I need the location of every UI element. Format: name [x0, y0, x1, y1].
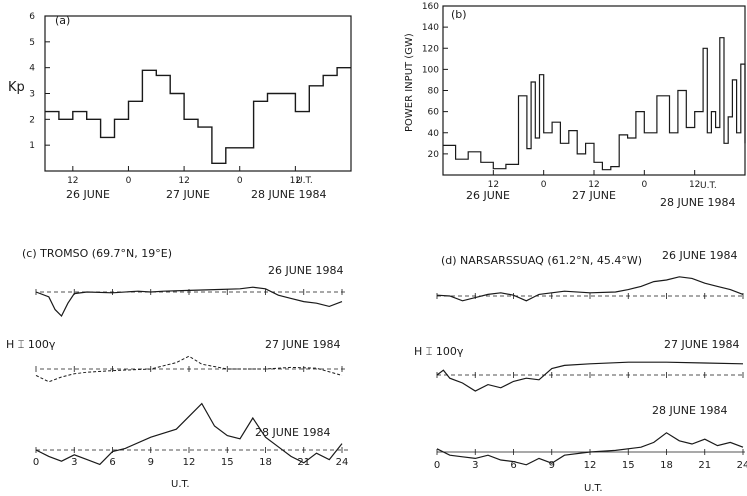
panel-a-date-27: 27 JUNE — [166, 188, 210, 201]
panel-d-xlabel: U.T. — [584, 483, 603, 494]
panel-b-xtick-label: 0 — [541, 180, 547, 190]
panel-d-xtick-label: 21 — [698, 460, 711, 471]
panel-c-xlabel: U.T. — [171, 479, 190, 490]
panel-a-y-ticks: 1 2 3 4 5 6 — [29, 12, 50, 151]
panel-b-xtick-label: 12 — [488, 180, 499, 190]
panel-c-trace-26 — [35, 286, 343, 318]
panel-c-xtick-label: 21 — [297, 457, 310, 468]
panel-c-trace-27 — [35, 355, 343, 383]
panel-b-ytick-label: 20 — [428, 150, 440, 160]
panel-d-date-28: 28 JUNE 1984 — [652, 404, 727, 417]
panel-b-x-ticks: 12 0 12 0 12 — [488, 170, 700, 190]
panel-d-xtick-label: 9 — [549, 460, 555, 471]
panel-a-label: (a) — [55, 14, 70, 27]
panel-c-xtick-label: 3 — [71, 457, 77, 468]
panel-a-ytick-label: 6 — [29, 12, 35, 22]
panel-d-xtick-label: 12 — [584, 460, 597, 471]
panel-d-trace-26 — [436, 276, 744, 302]
panel-d-xtick-label: 0 — [434, 460, 440, 471]
panel-c-xtick-label: 0 — [33, 457, 39, 468]
panel-b-power-step-line — [443, 37, 746, 171]
panel-b-ytick-label: 100 — [422, 65, 439, 75]
panel-d-date-26: 26 JUNE 1984 — [662, 249, 737, 262]
panel-b-date-28: 28 JUNE 1984 — [660, 196, 735, 209]
panel-c-xtick-label: 6 — [109, 457, 115, 468]
panel-b-ytick-label: 60 — [428, 108, 440, 118]
panel-c-date-27: 27 JUNE 1984 — [265, 338, 340, 351]
panel-d-date-27: 27 JUNE 1984 — [664, 338, 739, 351]
panel-b-date-26: 26 JUNE — [466, 189, 510, 202]
panel-a-xtick-label: 0 — [126, 176, 132, 186]
panel-c-xtick-label: 18 — [259, 457, 272, 468]
panel-a-x-unit: U.T. — [296, 176, 313, 186]
panel-c-xtick-label: 9 — [148, 457, 154, 468]
panel-a-xtick-label: 12 — [178, 176, 189, 186]
panel-d-trace-27 — [436, 361, 744, 392]
panel-d-x-ticks: 0 3 6 9 12 15 18 21 24 — [434, 293, 747, 471]
panel-d-xtick-label: 6 — [510, 460, 516, 471]
panel-b-y-ticks: 20 40 60 80 100 120 140 160 — [422, 2, 448, 160]
panel-d: (d) NARSARSSUAQ (61.2°N, 45.4°W) 26 JUNE… — [414, 249, 747, 494]
panel-a-ytick-label: 4 — [29, 64, 35, 74]
panel-a-kp-step-line — [45, 67, 351, 164]
panel-d-trace-28 — [436, 432, 744, 466]
panel-c-trace-28 — [35, 402, 343, 466]
panel-b-x-unit: U.T. — [700, 181, 717, 191]
panel-a-date-26: 26 JUNE — [66, 188, 110, 201]
panel-b-xtick-label: 0 — [641, 180, 647, 190]
panel-a-ytick-label: 5 — [29, 38, 35, 48]
panel-d-scale-label: H ⌶ 100γ — [414, 345, 464, 358]
panel-b-ytick-label: 40 — [428, 129, 440, 139]
panel-b-ytick-label: 160 — [422, 2, 439, 12]
panel-b: (b) POWER INPUT (GW) 2040608010012014016… — [404, 2, 746, 209]
panel-a-xtick-label: 12 — [290, 176, 301, 186]
panel-b-label: (b) — [451, 8, 467, 21]
panel-a-x-ticks: 12 0 12 0 12 — [67, 166, 301, 186]
panel-a-ytick-label: 1 — [29, 141, 35, 151]
panel-d-xtick-label: 3 — [472, 460, 478, 471]
panel-a-ylabel: Kp — [8, 80, 25, 95]
panel-b-xtick-label: 12 — [588, 180, 599, 190]
panel-c-xtick-label: 12 — [183, 457, 196, 468]
panel-c-xtick-label: 15 — [221, 457, 234, 468]
panel-c-date-26: 26 JUNE 1984 — [268, 264, 343, 277]
panel-b-ylabel: POWER INPUT (GW) — [404, 33, 415, 132]
panel-b-ytick-label: 80 — [428, 87, 440, 97]
panel-a-ytick-label: 2 — [29, 115, 35, 125]
panel-c: (c) TROMSO (69.7°N, 19°E) 26 JUNE 1984 2… — [6, 247, 348, 490]
panel-b-ytick-label: 120 — [422, 44, 439, 54]
panel-a-date-28: 28 JUNE 1984 — [251, 188, 326, 201]
panel-c-label: (c) TROMSO (69.7°N, 19°E) — [22, 247, 172, 260]
panel-d-xtick-label: 15 — [622, 460, 635, 471]
panel-a-xtick-label: 0 — [237, 176, 243, 186]
panel-a-xtick-label: 12 — [67, 176, 78, 186]
panel-b-ytick-label: 140 — [422, 23, 439, 33]
panel-a-ytick-label: 3 — [29, 90, 35, 100]
panel-d-xtick-label: 24 — [737, 460, 747, 471]
panel-c-xtick-label: 24 — [336, 457, 349, 468]
panel-b-xtick-label: 12 — [689, 180, 700, 190]
panel-c-date-28: 28 JUNE 1984 — [255, 426, 330, 439]
panel-c-x-ticks: 0 3 6 9 12 15 18 21 24 — [33, 289, 349, 468]
panel-b-date-27: 27 JUNE — [572, 189, 616, 202]
panel-d-xtick-label: 18 — [660, 460, 673, 471]
panel-d-label: (d) NARSARSSUAQ (61.2°N, 45.4°W) — [441, 254, 642, 267]
panel-c-scale-label: H ⌶ 100γ — [6, 338, 56, 351]
panel-a-frame — [44, 15, 352, 172]
